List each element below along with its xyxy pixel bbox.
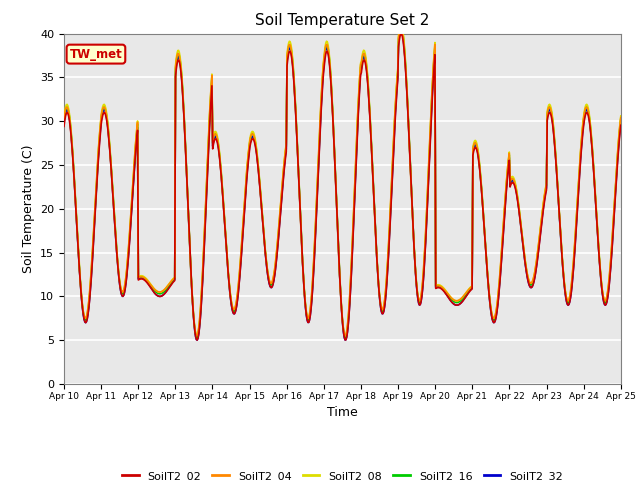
SoilT2_32	[70, 174, 78, 180]
SoilT2_02	[617, 122, 625, 128]
SoilT2_02	[127, 212, 135, 217]
SoilT2_08	[341, 333, 349, 338]
Text: TW_met: TW_met	[70, 48, 122, 60]
Line: SoilT2_08: SoilT2_08	[64, 34, 621, 336]
Line: SoilT2_02: SoilT2_02	[64, 34, 621, 340]
SoilT2_16	[70, 172, 78, 178]
SoilT2_08	[127, 203, 135, 209]
SoilT2_02	[214, 144, 222, 150]
SoilT2_16	[60, 117, 68, 123]
SoilT2_16	[214, 135, 221, 141]
SoilT2_04	[428, 91, 436, 97]
SoilT2_08	[184, 199, 192, 204]
SoilT2_32	[184, 202, 192, 207]
Line: SoilT2_04: SoilT2_04	[64, 34, 621, 336]
Legend: SoilT2_02, SoilT2_04, SoilT2_08, SoilT2_16, SoilT2_32: SoilT2_02, SoilT2_04, SoilT2_08, SoilT2_…	[118, 467, 567, 480]
SoilT2_02	[397, 31, 404, 36]
SoilT2_32	[412, 271, 419, 276]
SoilT2_32	[193, 337, 201, 343]
Y-axis label: Soil Temperature (C): Soil Temperature (C)	[22, 144, 35, 273]
SoilT2_02	[70, 175, 78, 180]
SoilT2_08	[60, 114, 68, 120]
SoilT2_08	[428, 91, 436, 97]
SoilT2_04	[617, 115, 625, 120]
SoilT2_16	[617, 116, 625, 122]
SoilT2_32	[214, 142, 222, 148]
SoilT2_16	[341, 335, 349, 340]
SoilT2_08	[70, 171, 78, 177]
Title: Soil Temperature Set 2: Soil Temperature Set 2	[255, 13, 429, 28]
SoilT2_32	[127, 210, 135, 216]
SoilT2_02	[60, 123, 68, 129]
SoilT2_16	[428, 96, 436, 101]
SoilT2_32	[60, 120, 68, 126]
SoilT2_02	[412, 270, 419, 276]
SoilT2_04	[412, 270, 419, 276]
SoilT2_08	[412, 268, 419, 274]
Line: SoilT2_32: SoilT2_32	[64, 34, 621, 340]
SoilT2_08	[617, 113, 625, 119]
Line: SoilT2_16: SoilT2_16	[64, 34, 621, 337]
SoilT2_32	[396, 31, 404, 36]
SoilT2_04	[70, 175, 78, 180]
SoilT2_16	[184, 200, 192, 205]
SoilT2_08	[396, 31, 403, 36]
SoilT2_04	[60, 116, 68, 121]
SoilT2_02	[184, 202, 192, 207]
SoilT2_32	[428, 100, 436, 106]
SoilT2_16	[412, 269, 419, 275]
SoilT2_02	[428, 104, 436, 109]
SoilT2_04	[127, 203, 135, 208]
SoilT2_32	[617, 120, 625, 125]
SoilT2_04	[214, 136, 221, 142]
SoilT2_04	[396, 31, 403, 36]
X-axis label: Time: Time	[327, 406, 358, 419]
SoilT2_04	[184, 203, 192, 209]
SoilT2_08	[214, 133, 221, 139]
SoilT2_04	[341, 333, 349, 339]
SoilT2_02	[193, 337, 201, 343]
SoilT2_16	[396, 31, 403, 36]
SoilT2_16	[127, 206, 135, 212]
